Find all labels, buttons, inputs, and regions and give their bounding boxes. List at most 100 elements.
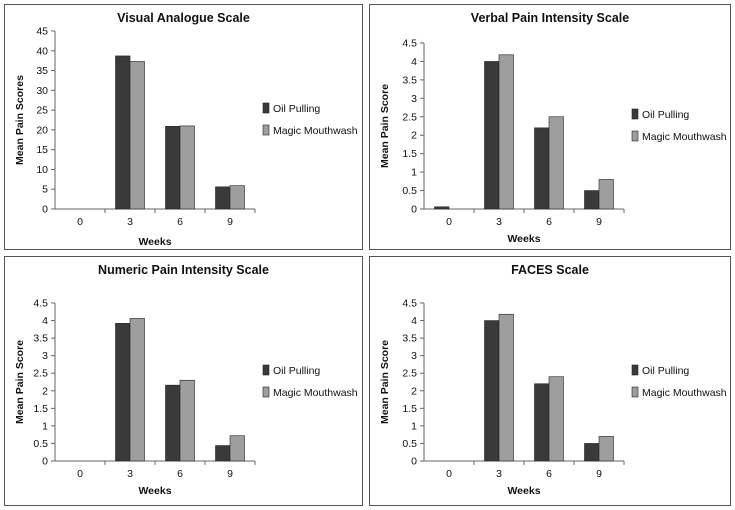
faces-y-tick-label: 2	[411, 385, 417, 397]
numeric-x-axis-title: Weeks	[138, 485, 171, 497]
faces-y-tick-label: 0	[411, 456, 417, 468]
vas-y-tick-label: 15	[36, 144, 48, 156]
numeric-y-tick-label: 2.5	[33, 368, 48, 380]
faces-bar-magic-mouthwash-week-3	[498, 313, 514, 462]
verbal-y-tick-label: 2	[411, 130, 417, 142]
numeric-chart-title: Numeric Pain Intensity Scale	[98, 263, 269, 277]
numeric-legend-label-oil-pulling: Oil Pulling	[273, 365, 320, 377]
faces-y-tick-label: 3.5	[402, 333, 417, 345]
chart-panel-faces: FACES Scale 0 0.5 1 1.5 2 2.5 3 3.5 4 4.5 0 3 6 9 Weeks…	[369, 256, 731, 506]
vas-y-tick-label: 30	[36, 85, 48, 97]
faces-y-tick-label: 0.5	[402, 438, 417, 450]
faces-legend-swatch-magic-mouthwash	[631, 386, 639, 398]
faces-x-tick-label: 3	[496, 468, 502, 480]
faces-legend-label-oil-pulling: Oil Pulling	[642, 365, 689, 377]
verbal-y-tick-label: 1.5	[402, 148, 417, 160]
faces-legend-swatch-oil-pulling	[631, 364, 639, 376]
vas-x-tick-label: 6	[177, 216, 183, 228]
vas-y-tick-label: 35	[36, 65, 48, 77]
numeric-chart: Numeric Pain Intensity Scale 0 0.5 1 1.5 2 2.5…	[14, 263, 358, 497]
vas-chart: Visual Analogue Scale 0 5 10 15 20 25 30 35 40 45 0…	[14, 11, 358, 248]
verbal-y-axis-title: Mean Pain Score	[379, 84, 391, 168]
numeric-bar-oil-pulling-week-3	[115, 323, 131, 462]
vas-y-tick-label: 40	[36, 45, 48, 57]
numeric-legend-swatch-oil-pulling	[262, 364, 270, 376]
verbal-chart-title: Verbal Pain Intensity Scale	[471, 11, 629, 25]
vas-legend-swatch-magic-mouthwash	[262, 124, 270, 136]
vas-y-tick-label: 25	[36, 105, 48, 117]
verbal-bar-oil-pulling-week-3	[484, 61, 500, 210]
faces-chart-title: FACES Scale	[511, 263, 589, 277]
verbal-y-tick-label: 0	[411, 204, 417, 216]
numeric-x-tick-label: 0	[77, 468, 83, 480]
numeric-y-tick-label: 2	[42, 385, 48, 397]
faces-x-axis-title: Weeks	[507, 485, 540, 497]
chart-panel-vas: Visual Analogue Scale 0 5 10 15 20 25 30 35 40 45 0…	[4, 4, 363, 250]
vas-bar-magic-mouthwash-week-9	[229, 185, 245, 210]
numeric-x-tick-label: 3	[127, 468, 133, 480]
verbal-legend-label-magic-mouthwash: Magic Mouthwash	[642, 131, 727, 143]
verbal-y-tick-label: 1	[411, 167, 417, 179]
faces-y-tick-label: 4.5	[402, 298, 417, 310]
vas-y-tick-label: 10	[36, 164, 48, 176]
verbal-chart: Verbal Pain Intensity Scale 0 0.5 1 1.5 2 2.5 3…	[379, 11, 727, 245]
faces-y-tick-label: 1	[411, 420, 417, 432]
numeric-y-tick-label: 3	[42, 350, 48, 362]
vas-bar-magic-mouthwash-week-3	[129, 61, 145, 210]
vas-x-tick-label: 9	[227, 216, 233, 228]
verbal-y-tick-label: 0.5	[402, 185, 417, 197]
vas-x-tick-label: 0	[77, 216, 83, 228]
faces-x-tick-label: 9	[596, 468, 602, 480]
verbal-bar-oil-pulling-week-6	[534, 127, 550, 210]
faces-x-tick-label: 6	[546, 468, 552, 480]
numeric-y-tick-label: 0.5	[33, 438, 48, 450]
faces-bar-oil-pulling-week-6	[534, 383, 550, 462]
faces-bar-oil-pulling-week-3	[484, 320, 500, 462]
verbal-bar-magic-mouthwash-week-3	[498, 54, 514, 210]
numeric-legend-swatch-magic-mouthwash	[262, 386, 270, 398]
faces-y-tick-label: 1.5	[402, 403, 417, 415]
faces-y-axis-title: Mean Pain Score	[379, 340, 391, 424]
verbal-legend-swatch-oil-pulling	[631, 108, 639, 120]
verbal-legend-swatch-magic-mouthwash	[631, 130, 639, 142]
numeric-y-tick-label: 4	[42, 315, 48, 327]
faces-y-tick-label: 2.5	[402, 368, 417, 380]
numeric-bar-magic-mouthwash-week-6	[179, 379, 195, 462]
numeric-y-tick-label: 1.5	[33, 403, 48, 415]
verbal-bar-oil-pulling-week-9	[584, 190, 600, 210]
faces-legend-label-magic-mouthwash: Magic Mouthwash	[642, 387, 727, 399]
vas-y-axis-title: Mean Pain Scores	[14, 75, 26, 165]
vas-y-tick-label: 0	[42, 204, 48, 216]
numeric-y-tick-label: 4.5	[33, 298, 48, 310]
vas-legend-label-oil-pulling: Oil Pulling	[273, 103, 320, 115]
vas-bar-oil-pulling-week-3	[115, 55, 131, 210]
verbal-y-tick-label: 3.5	[402, 74, 417, 86]
verbal-x-axis-title: Weeks	[507, 233, 540, 245]
faces-y-tick-label: 3	[411, 350, 417, 362]
vas-legend-label-magic-mouthwash: Magic Mouthwash	[273, 125, 358, 137]
numeric-y-tick-label: 1	[42, 420, 48, 432]
chart-panel-numeric: Numeric Pain Intensity Scale 0 0.5 1 1.5 2 2.5…	[4, 256, 363, 506]
verbal-x-tick-label: 0	[446, 216, 452, 228]
vas-bar-magic-mouthwash-week-6	[179, 125, 195, 210]
verbal-legend-label-oil-pulling: Oil Pulling	[642, 109, 689, 121]
verbal-x-tick-label: 9	[596, 216, 602, 228]
vas-x-axis-title: Weeks	[138, 236, 171, 248]
faces-x-tick-label: 0	[446, 468, 452, 480]
vas-bar-oil-pulling-week-6	[165, 126, 181, 210]
vas-y-tick-label: 5	[42, 184, 48, 196]
verbal-x-tick-label: 6	[546, 216, 552, 228]
faces-chart: FACES Scale 0 0.5 1 1.5 2 2.5 3 3.5 4 4.5 0 3 6 9 Weeks…	[379, 263, 727, 497]
verbal-bar-magic-mouthwash-week-6	[548, 116, 564, 210]
vas-bar-oil-pulling-week-9	[215, 186, 231, 210]
faces-bar-oil-pulling-week-9	[584, 443, 600, 462]
vas-x-tick-label: 3	[127, 216, 133, 228]
numeric-y-axis-title: Mean Pain Score	[14, 340, 26, 424]
chart-panel-verbal: Verbal Pain Intensity Scale 0 0.5 1 1.5 2 2.5 3…	[369, 4, 731, 250]
numeric-legend-label-magic-mouthwash: Magic Mouthwash	[273, 387, 358, 399]
vas-chart-title: Visual Analogue Scale	[117, 11, 250, 25]
numeric-y-tick-label: 0	[42, 456, 48, 468]
faces-bar-magic-mouthwash-week-9	[598, 436, 614, 462]
vas-y-tick-label: 20	[36, 124, 48, 136]
verbal-bar-oil-pulling-week-0	[434, 206, 450, 210]
